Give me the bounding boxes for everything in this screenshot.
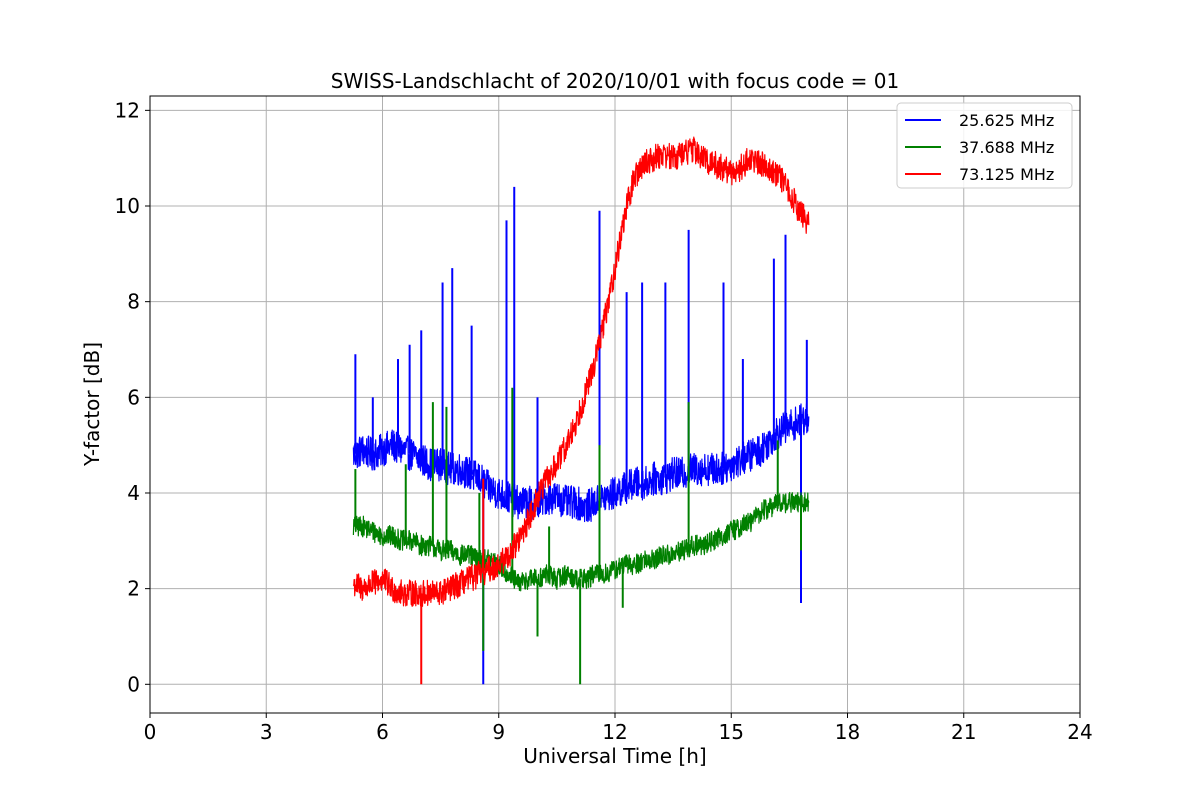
series-line xyxy=(352,136,810,607)
legend-entry: 25.625 MHz xyxy=(959,111,1054,130)
x-axis-label: Universal Time [h] xyxy=(523,744,706,768)
y-tick-label: 12 xyxy=(115,98,140,122)
x-tick-label: 3 xyxy=(260,720,273,744)
series-25-625-mhz xyxy=(352,186,810,685)
x-tick-label: 15 xyxy=(719,720,744,744)
y-tick-label: 8 xyxy=(127,290,140,314)
y-axis-label: Y-factor [dB] xyxy=(80,342,104,467)
legend-box xyxy=(896,102,1073,189)
chart-title: SWISS-Landschlacht of 2020/10/01 with fo… xyxy=(331,69,899,93)
y-tick-label: 2 xyxy=(127,577,140,601)
y-tick-label: 6 xyxy=(127,385,140,409)
series-line xyxy=(352,403,810,523)
x-tick-label: 9 xyxy=(492,720,505,744)
x-tick-label: 0 xyxy=(144,720,157,744)
series-line xyxy=(352,491,810,592)
legend-entry: 73.125 MHz xyxy=(959,165,1054,184)
series-73-125-mhz xyxy=(352,136,810,685)
x-tick-label: 18 xyxy=(835,720,860,744)
legend-entry: 37.688 MHz xyxy=(959,138,1054,157)
plot-series xyxy=(352,136,810,685)
x-tick-label: 21 xyxy=(951,720,976,744)
x-tick-label: 6 xyxy=(376,720,389,744)
y-tick-label: 4 xyxy=(127,481,140,505)
x-tick-label: 24 xyxy=(1067,720,1092,744)
series-37-688-mhz xyxy=(352,387,810,685)
legend: 25.625 MHz 37.688 MHz 73.125 MHz xyxy=(896,102,1073,189)
y-tick-label: 0 xyxy=(127,672,140,696)
y-tick-label: 10 xyxy=(115,194,140,218)
x-tick-label: 12 xyxy=(602,720,627,744)
